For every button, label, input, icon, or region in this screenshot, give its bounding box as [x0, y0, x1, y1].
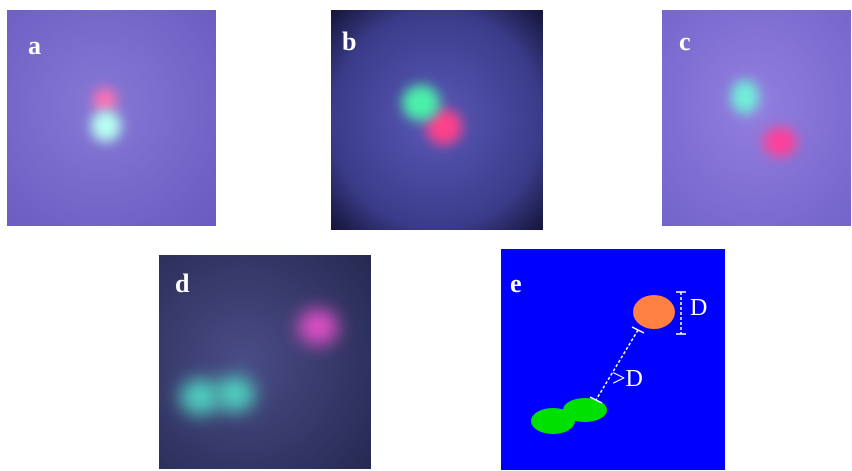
annotation: D: [690, 295, 707, 321]
annotation: >D: [612, 366, 643, 392]
panel-e: [501, 249, 725, 470]
panel-label: c: [679, 27, 691, 56]
panel-label: a: [28, 31, 41, 60]
panel-b: [331, 10, 543, 230]
panel-label: d: [175, 269, 190, 298]
panel-d: [159, 255, 371, 469]
panel-label: e: [510, 269, 522, 298]
panel-label: b: [342, 27, 356, 56]
figure: a b c d e D >D: [0, 0, 852, 471]
